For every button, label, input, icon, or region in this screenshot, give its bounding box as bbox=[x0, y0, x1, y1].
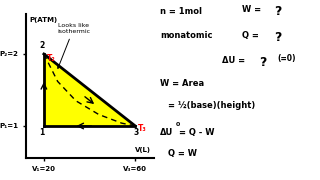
Text: (=0): (=0) bbox=[277, 54, 296, 63]
Text: Looks like
isothermic: Looks like isothermic bbox=[57, 23, 90, 68]
Text: T₃: T₃ bbox=[138, 124, 146, 133]
Text: Q =: Q = bbox=[242, 31, 261, 40]
Text: P(ATM): P(ATM) bbox=[29, 17, 57, 22]
Text: = Q - W: = Q - W bbox=[179, 128, 214, 137]
Text: 0: 0 bbox=[176, 122, 180, 127]
Text: W = Area: W = Area bbox=[160, 79, 204, 88]
Text: T₂: T₂ bbox=[47, 54, 56, 63]
Text: Q = W: Q = W bbox=[168, 149, 197, 158]
Text: ΔU =: ΔU = bbox=[222, 56, 248, 65]
Text: ?: ? bbox=[274, 31, 282, 44]
Polygon shape bbox=[44, 54, 135, 126]
Text: ?: ? bbox=[260, 56, 267, 69]
Text: 1: 1 bbox=[39, 128, 44, 137]
Text: = ½(base)(height): = ½(base)(height) bbox=[168, 101, 255, 110]
Text: monatomic: monatomic bbox=[160, 31, 212, 40]
Text: ΔU: ΔU bbox=[160, 128, 173, 137]
Text: W =: W = bbox=[242, 5, 264, 14]
Text: 2: 2 bbox=[39, 41, 44, 50]
Text: V(L): V(L) bbox=[135, 147, 151, 153]
Text: 3: 3 bbox=[134, 128, 139, 137]
Text: n = 1mol: n = 1mol bbox=[160, 7, 202, 16]
Text: ?: ? bbox=[274, 5, 282, 18]
